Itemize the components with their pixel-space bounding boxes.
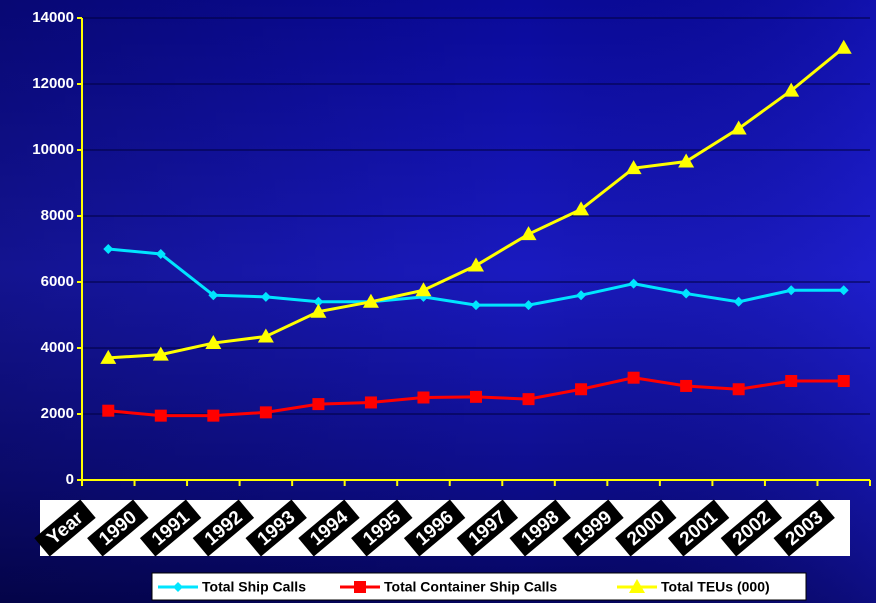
point — [680, 379, 693, 392]
x-label-bg — [34, 499, 96, 557]
point — [155, 248, 166, 259]
point — [364, 396, 377, 409]
legend-box — [151, 572, 807, 601]
y-tick-label: 14000 — [32, 9, 74, 26]
legend-label: Total Container Ship Calls — [384, 579, 557, 595]
x-label-bg — [403, 499, 466, 557]
point — [785, 375, 798, 387]
y-tick-label: 12000 — [32, 75, 74, 92]
y-tick-label: 8000 — [41, 207, 74, 224]
point — [362, 293, 379, 308]
x-label-bg — [245, 499, 307, 557]
y-tick-label: 2000 — [41, 405, 74, 422]
x-label-bg — [192, 499, 255, 557]
point — [730, 120, 747, 135]
point — [468, 257, 484, 272]
point — [470, 390, 482, 403]
point — [205, 335, 222, 350]
y-tick-label: 10000 — [32, 141, 74, 158]
point — [733, 296, 744, 307]
point — [154, 409, 167, 422]
point — [257, 328, 274, 343]
x-label-bg — [351, 499, 413, 557]
legend-label: Total TEUs (000) — [661, 579, 770, 595]
x-label-bg — [298, 499, 360, 557]
x-label-bg — [667, 499, 730, 557]
point — [575, 383, 588, 396]
point — [576, 290, 587, 301]
point — [573, 201, 590, 216]
legend-label: Total Ship Calls — [202, 579, 306, 595]
point — [152, 346, 169, 361]
point — [103, 244, 114, 254]
point — [207, 409, 220, 422]
legend: Total Ship Calls Total Container Ship Cal… — [151, 572, 807, 601]
x-label-bg — [87, 499, 149, 557]
point — [732, 383, 745, 396]
point — [523, 300, 534, 311]
point — [415, 282, 432, 297]
point — [100, 349, 117, 364]
point — [310, 303, 327, 318]
point — [625, 160, 642, 175]
point — [259, 406, 272, 419]
point — [522, 393, 535, 406]
x-label-bg — [720, 499, 783, 557]
y-tick-label: 0 — [66, 471, 74, 488]
point — [520, 226, 537, 241]
x-label-bg — [773, 499, 835, 557]
point — [838, 285, 849, 296]
point — [835, 39, 852, 54]
point — [837, 375, 850, 387]
x-label-box: 1992 — [192, 499, 255, 557]
x-label-bg — [562, 499, 624, 557]
y-tick-label: 4000 — [41, 339, 74, 356]
point — [102, 404, 115, 417]
y-tick-label: 6000 — [41, 273, 74, 290]
x-label-bg — [456, 499, 519, 557]
point — [783, 82, 800, 97]
point — [786, 285, 797, 296]
point — [354, 581, 366, 593]
point — [471, 300, 481, 311]
x-label-bg — [509, 499, 571, 557]
point — [681, 288, 692, 299]
point — [629, 579, 645, 593]
x-label-bg — [139, 499, 202, 557]
point — [173, 582, 183, 592]
point — [312, 398, 325, 411]
point — [628, 278, 639, 289]
point — [627, 371, 640, 384]
point — [260, 291, 271, 302]
point — [208, 290, 219, 301]
point — [678, 153, 695, 168]
point — [313, 296, 324, 307]
x-label-bg — [615, 499, 677, 557]
point — [417, 391, 430, 404]
